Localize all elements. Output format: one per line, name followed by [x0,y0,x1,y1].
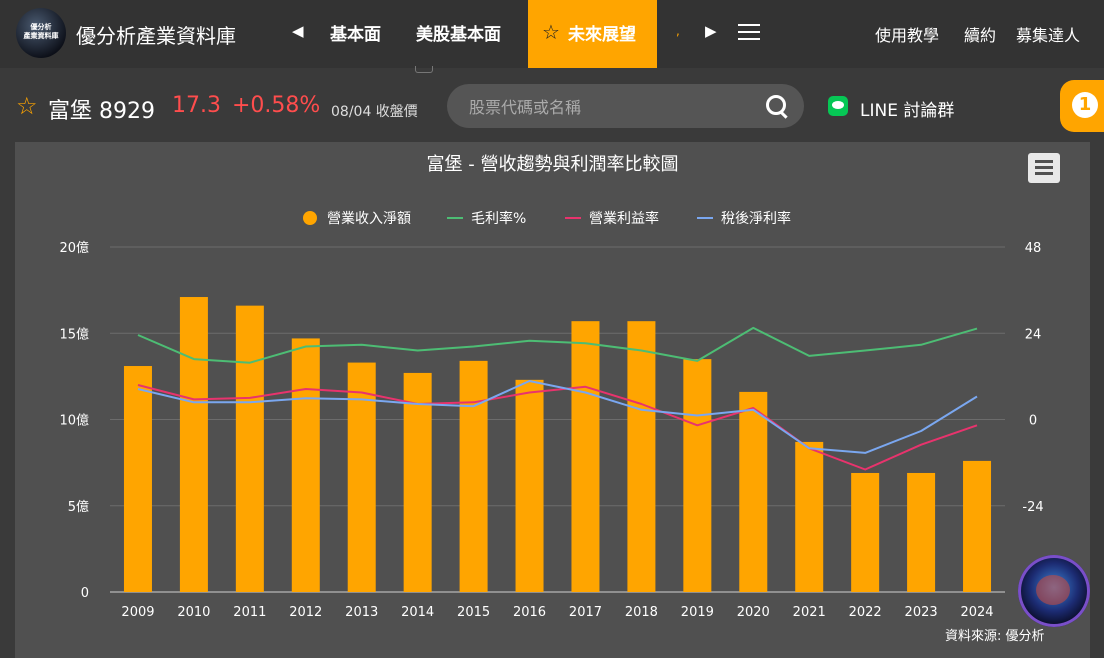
x-tick-label: 2023 [905,605,938,620]
nav-scroll-left-icon[interactable]: ◀ [292,22,304,40]
legend-label: 營業收入淨額 [327,211,411,227]
revenue-bar [907,472,936,592]
x-tick-label: 2014 [401,605,434,620]
revenue-bar [123,366,152,592]
data-source-note: 資料來源: 優分析 [945,629,1045,644]
stock-price: 17.3 [172,93,221,118]
nav-item-outlook[interactable]: ☆ 未來展望 [528,0,657,68]
series-line-3 [137,380,978,454]
x-tick-label: 2019 [681,605,714,620]
revenue-margin-chart: 0 5億 10億 15億 20億 -24 0 24 48 2009 2010 2011 2012 2013… [59,210,1043,620]
x-tick-label: 2017 [569,605,602,620]
hamburger-menu-icon[interactable] [738,24,760,42]
nav-item-outlook-label: 未來展望 [568,25,636,45]
x-tick-label: 2013 [345,605,378,620]
recruit-link[interactable]: 募集達人 [1016,26,1081,45]
series-line-2 [137,384,978,471]
legend-marker [303,211,317,225]
legend-label: 毛利率% [471,210,526,227]
revenue-bar [235,305,264,592]
line-icon[interactable] [828,96,848,116]
x-tick-label: 2015 [457,605,490,620]
chart-title: 富堡 - 營收趨勢與利潤率比較圖 [426,154,679,175]
revenue-bar [459,360,488,592]
revenue-bar [515,379,544,592]
revenue-bar [851,472,880,592]
search-icon[interactable] [766,95,786,115]
brand-logo[interactable]: 優分析 產業資料庫 [16,8,66,58]
y-left-tick-label: 0 [81,586,89,601]
x-tick-label: 2011 [233,605,266,620]
notification-badge: 1 [1072,92,1098,118]
y-left-tick-label: 10億 [59,413,89,429]
x-tick-label: 2016 [513,605,546,620]
stock-change: +0.58% [232,93,321,118]
series-line-1 [137,326,978,364]
revenue-bar [739,391,768,592]
revenue-bar [403,372,432,592]
search-input[interactable] [467,94,751,120]
x-tick-label: 2020 [737,605,770,620]
x-tick-label: 2010 [177,605,210,620]
revenue-bar [571,321,600,592]
revenue-bar [627,321,656,592]
legend-label: 稅後淨利率 [721,210,791,227]
x-tick-label: 2018 [625,605,658,620]
line-group-link[interactable]: LINE 討論群 [860,101,955,121]
nav-item-fundamentals[interactable]: 基本面 [330,25,381,45]
chart-menu-button[interactable] [1028,153,1060,183]
nav-overflow-marker: , [676,24,680,38]
legend-label: 營業利益率 [589,210,659,227]
revenue-bar [179,297,208,592]
y-left-tick-label: 15億 [59,326,89,342]
top-navbar: 優分析 產業資料庫 優分析產業資料庫 ◀ 基本面 美股基本面 ☆ 未來展望 , … [0,0,1104,73]
price-date-label: 08/04 收盤價 [331,104,418,120]
x-tick-label: 2022 [849,605,882,620]
y-left-tick-label: 5億 [68,499,89,515]
dropdown-handle[interactable] [415,66,433,73]
y-right-tick-label: 0 [1029,414,1037,429]
tutorial-link[interactable]: 使用教學 [875,26,940,45]
favorite-star-icon[interactable]: ☆ [16,92,38,120]
y-right-tick-label: 24 [1025,327,1042,342]
renew-link[interactable]: 續約 [964,26,997,45]
revenue-bar [683,359,712,592]
logo-text: 優分析 產業資料庫 [23,23,59,40]
notification-tab[interactable]: 1 [1060,80,1104,132]
chart-panel: 富堡 - 營收趨勢與利潤率比較圖 0 5億 10億 15億 20億 -24 0 24 48 200… [15,142,1090,658]
x-tick-label: 2012 [289,605,322,620]
x-tick-label: 2021 [793,605,826,620]
y-right-tick-label: -24 [1022,500,1043,515]
nav-item-us-fundamentals[interactable]: 美股基本面 [416,25,501,45]
x-tick-label: 2024 [960,605,993,620]
y-right-tick-label: 48 [1025,241,1042,256]
stock-name: 富堡 8929 [48,99,155,124]
x-tick-label: 2009 [121,605,154,620]
assistant-orb-button[interactable] [1018,555,1090,627]
nav-scroll-right-icon[interactable]: ▶ [705,22,717,40]
revenue-bar [347,362,376,592]
brand-title[interactable]: 優分析產業資料庫 [76,24,236,48]
revenue-bar [291,338,320,592]
revenue-bar [963,460,992,592]
revenue-bar [795,441,824,592]
y-left-tick-label: 20億 [59,240,89,256]
search-box [447,84,804,128]
star-icon: ☆ [542,20,560,44]
